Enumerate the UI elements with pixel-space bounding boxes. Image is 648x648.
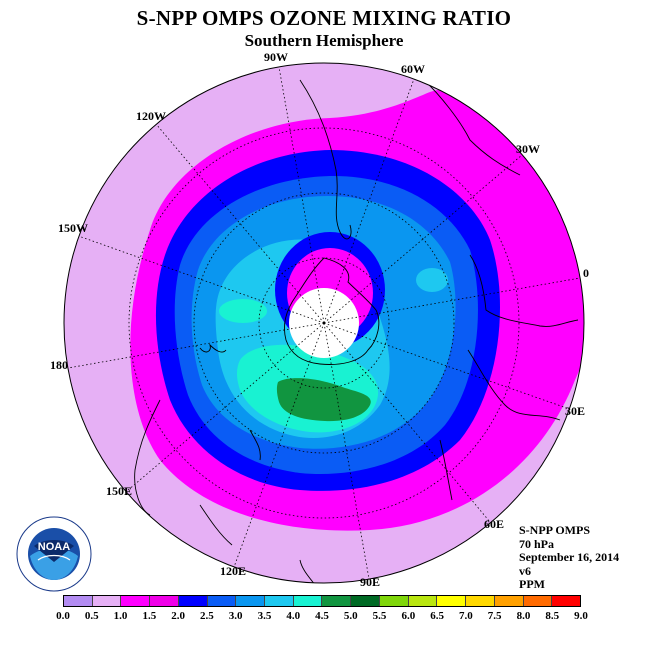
map-subtitle: Southern Hemisphere — [244, 31, 404, 50]
info-instrument: S-NPP OMPS — [519, 523, 590, 537]
colorbar-tick-label: 1.5 — [142, 610, 157, 622]
colorbar — [63, 595, 581, 607]
colorbar-tick-label: 0.5 — [84, 610, 99, 622]
colorbar-tick-label: 7.0 — [459, 610, 473, 622]
lon-label-60e: 60E — [484, 517, 505, 531]
info-units: PPM — [519, 577, 545, 591]
map-boundary — [63, 62, 585, 584]
lon-label-150e: 150E — [106, 484, 133, 498]
info-date: September 16, 2014 — [519, 550, 620, 564]
lon-label-150w: 150W — [58, 221, 88, 235]
ozone-blob-3.5-west — [219, 299, 267, 323]
colorbar-swatch — [150, 596, 179, 606]
colorbar-swatch — [466, 596, 495, 606]
colorbar-tick-label: 8.5 — [545, 610, 560, 622]
colorbar-tick-label: 5.0 — [343, 610, 358, 622]
ozone-band-4.0 — [276, 378, 371, 422]
lon-label-0: 0 — [583, 266, 589, 280]
colorbar-swatch — [293, 596, 323, 606]
colorbar-swatch — [207, 596, 237, 606]
colorbar-swatch — [64, 596, 93, 606]
colorbar-swatch — [265, 596, 294, 606]
lon-label-120w: 120W — [136, 109, 166, 123]
colorbar-tick-label: 6.0 — [401, 610, 416, 622]
colorbar-swatch — [351, 596, 380, 606]
colorbar-swatch — [523, 596, 553, 606]
map-title: S-NPP OMPS OZONE MIXING RATIO — [136, 6, 512, 30]
lon-label-120e: 120E — [220, 564, 247, 578]
colorbar-swatch — [92, 596, 122, 606]
colorbar-tick-label: 6.5 — [430, 610, 444, 622]
coastlines — [134, 79, 579, 583]
info-level: 70 hPa — [519, 536, 555, 551]
lon-label-90e: 90E — [360, 575, 381, 589]
lon-label-30w: 30W — [516, 142, 540, 156]
colorbar-swatch — [236, 596, 266, 606]
colorbar-swatch — [494, 596, 524, 606]
colorbar-swatch — [178, 596, 208, 606]
colorbar-swatch — [408, 596, 438, 606]
colorbar-swatch — [552, 596, 580, 606]
colorbar-tick-label: 3.0 — [228, 610, 243, 622]
colorbar-tick-label: 9.0 — [574, 610, 588, 622]
lon-label-180: 180 — [50, 358, 68, 372]
colorbar-tick-label: 4.0 — [286, 610, 301, 622]
ozone-blob-3.0-east — [416, 268, 448, 292]
latitude-grid — [128, 127, 520, 519]
lon-label-60w: 60W — [401, 62, 425, 76]
product-info: S-NPP OMPS 70 hPa September 16, 2014 v6 … — [519, 523, 620, 592]
colorbar-tick-label: 4.5 — [315, 610, 329, 622]
colorbar-tick-label: 3.5 — [257, 610, 272, 622]
colorbar-tick-label: 0.0 — [56, 610, 70, 622]
meridian-grid — [67, 66, 581, 580]
noaa-logo: NOAA — [16, 516, 92, 592]
noaa-logo-text: NOAA — [38, 541, 70, 553]
lon-label-30e: 30E — [565, 404, 586, 418]
colorbar-tick-label: 5.5 — [372, 610, 387, 622]
colorbar-swatch — [121, 596, 151, 606]
colorbar-tick-label: 8.0 — [516, 610, 531, 622]
colorbar-tick-label: 1.0 — [113, 610, 128, 622]
colorbar-tick-label: 2.0 — [171, 610, 185, 622]
info-version: v6 — [519, 563, 531, 578]
colorbar-swatch — [379, 596, 409, 606]
lon-label-90w: 90W — [264, 50, 288, 64]
colorbar-tick-label: 2.5 — [200, 610, 214, 622]
colorbar-swatch — [437, 596, 467, 606]
colorbar-tick-label: 7.5 — [487, 610, 502, 622]
colorbar-swatch — [322, 596, 352, 606]
